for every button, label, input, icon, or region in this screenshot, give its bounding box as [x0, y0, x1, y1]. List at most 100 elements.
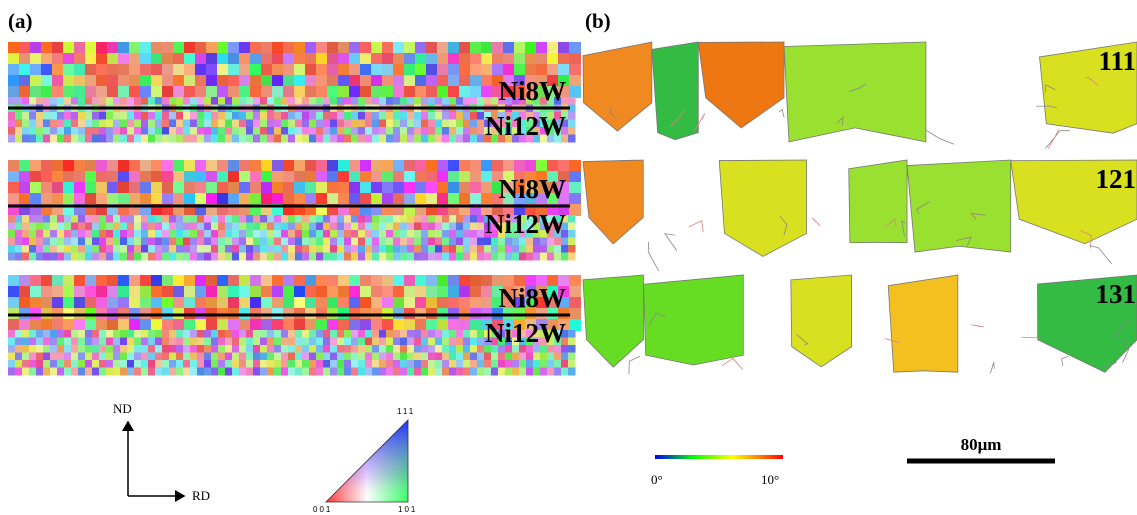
grain	[540, 352, 548, 361]
grain	[393, 160, 405, 172]
grain	[305, 297, 317, 309]
grain	[536, 42, 548, 54]
grain	[162, 64, 174, 76]
grain	[568, 230, 576, 238]
grain	[351, 222, 359, 231]
grain	[155, 245, 163, 253]
grain	[283, 160, 295, 172]
grain	[309, 230, 317, 238]
grain	[239, 345, 247, 353]
grain	[519, 345, 527, 353]
grain	[260, 215, 268, 223]
grain	[407, 245, 415, 253]
grain	[519, 134, 527, 143]
grain	[272, 319, 284, 331]
grain	[435, 119, 443, 128]
grain	[43, 252, 51, 261]
grain	[183, 237, 191, 246]
grain	[426, 275, 438, 287]
grain	[288, 367, 296, 376]
grain	[371, 297, 383, 309]
grain	[442, 352, 450, 361]
grain	[239, 237, 247, 246]
grain	[498, 367, 506, 376]
grain	[498, 337, 506, 346]
grain	[526, 352, 534, 361]
grain	[449, 222, 457, 231]
grain	[525, 275, 537, 287]
grain	[330, 337, 338, 346]
grain	[228, 75, 240, 87]
grain	[498, 330, 506, 338]
grain	[134, 119, 142, 128]
grain	[8, 160, 20, 172]
grain	[477, 134, 485, 143]
grain	[239, 53, 251, 65]
grain	[183, 112, 191, 120]
grain	[134, 337, 142, 346]
grain	[503, 160, 515, 172]
grain	[365, 245, 373, 253]
grain	[459, 53, 471, 65]
grain	[382, 160, 394, 172]
grain	[309, 215, 317, 223]
grain	[330, 127, 338, 135]
grain	[492, 64, 504, 76]
grain	[481, 160, 493, 172]
grain	[211, 127, 219, 135]
grain	[498, 237, 506, 246]
grain	[8, 119, 16, 128]
grain	[50, 119, 58, 128]
grain	[470, 237, 478, 246]
grain	[274, 127, 282, 135]
grain	[294, 42, 306, 54]
grain	[184, 160, 196, 172]
grain	[407, 97, 415, 105]
grain	[498, 97, 506, 105]
grain	[512, 222, 520, 231]
grain	[274, 119, 282, 128]
grain	[316, 367, 324, 376]
grain	[554, 237, 562, 246]
grain	[228, 286, 240, 298]
grain	[29, 127, 37, 135]
grain	[316, 134, 324, 143]
grain	[503, 275, 515, 287]
grain	[281, 134, 289, 143]
grain	[232, 345, 240, 353]
grain	[435, 112, 443, 120]
grain	[71, 112, 79, 120]
grain	[371, 64, 383, 76]
grain	[491, 352, 499, 361]
grain	[57, 97, 65, 105]
grain	[204, 112, 212, 120]
grain	[426, 182, 438, 194]
grain	[176, 245, 184, 253]
grain	[360, 319, 372, 331]
grain	[415, 286, 427, 298]
grain	[415, 75, 427, 87]
grain	[498, 245, 506, 253]
grain	[470, 245, 478, 253]
grain	[99, 352, 107, 361]
grain	[491, 345, 499, 353]
grain	[8, 297, 20, 309]
grain	[435, 245, 443, 253]
grain	[183, 215, 191, 223]
grain	[536, 86, 548, 98]
grain	[470, 230, 478, 238]
grain	[498, 352, 506, 361]
grain	[484, 360, 492, 368]
grain	[288, 245, 296, 253]
grain	[155, 330, 163, 338]
grain	[155, 337, 163, 346]
grain	[435, 127, 443, 135]
grain	[127, 112, 135, 120]
grain	[400, 112, 408, 120]
grain	[8, 97, 16, 105]
grain	[360, 193, 372, 205]
grain	[176, 134, 184, 143]
grain	[568, 330, 576, 338]
grain	[386, 134, 394, 143]
grain	[459, 64, 471, 76]
